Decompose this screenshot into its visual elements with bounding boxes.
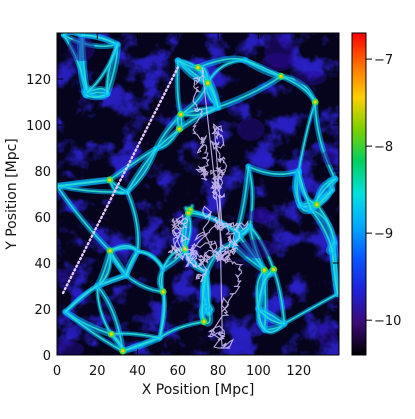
colorbar-scale: [351, 32, 367, 356]
x-tick-label: 20: [89, 364, 106, 379]
colorbar: −10 −9 −8 −7: [351, 32, 401, 356]
y-tick-label: 40: [34, 257, 51, 272]
x-tick-label: 0: [53, 364, 61, 379]
colorbar-tick-label: −7: [374, 53, 393, 68]
x-axis-label: X Position [Mpc]: [142, 382, 255, 398]
y-axis-label: Y Position [Mpc]: [4, 138, 20, 251]
x-tick-label: 80: [210, 364, 227, 379]
x-axis: 0 20 40 60 80 100 120: [53, 33, 311, 379]
y-tick-label: 100: [26, 119, 51, 134]
x-tick-label: 60: [170, 364, 187, 379]
x-tick-label: 100: [246, 364, 271, 379]
plot-frame: [56, 32, 340, 356]
x-tick-label: 120: [286, 364, 311, 379]
overlays: [61, 66, 249, 349]
colorbar-tick-label: −9: [374, 227, 393, 242]
y-tick-label: 120: [26, 73, 51, 88]
colorbar-tick-label: −8: [374, 140, 393, 155]
trajectory-path: [167, 67, 249, 349]
colorbar-tick-label: −10: [374, 314, 401, 329]
colorbar-ticks: −10 −9 −8 −7: [366, 53, 401, 329]
y-tick-label: 0: [43, 349, 51, 364]
x-tick-label: 40: [129, 364, 146, 379]
y-tick-label: 20: [34, 303, 51, 318]
filaments: [57, 33, 339, 355]
y-axis: 0 20 40 60 80 100 120: [26, 73, 339, 364]
y-tick-label: 80: [34, 165, 51, 180]
y-tick-label: 60: [34, 211, 51, 226]
heatmap: [57, 33, 339, 355]
dotted-sightline: [61, 66, 180, 295]
